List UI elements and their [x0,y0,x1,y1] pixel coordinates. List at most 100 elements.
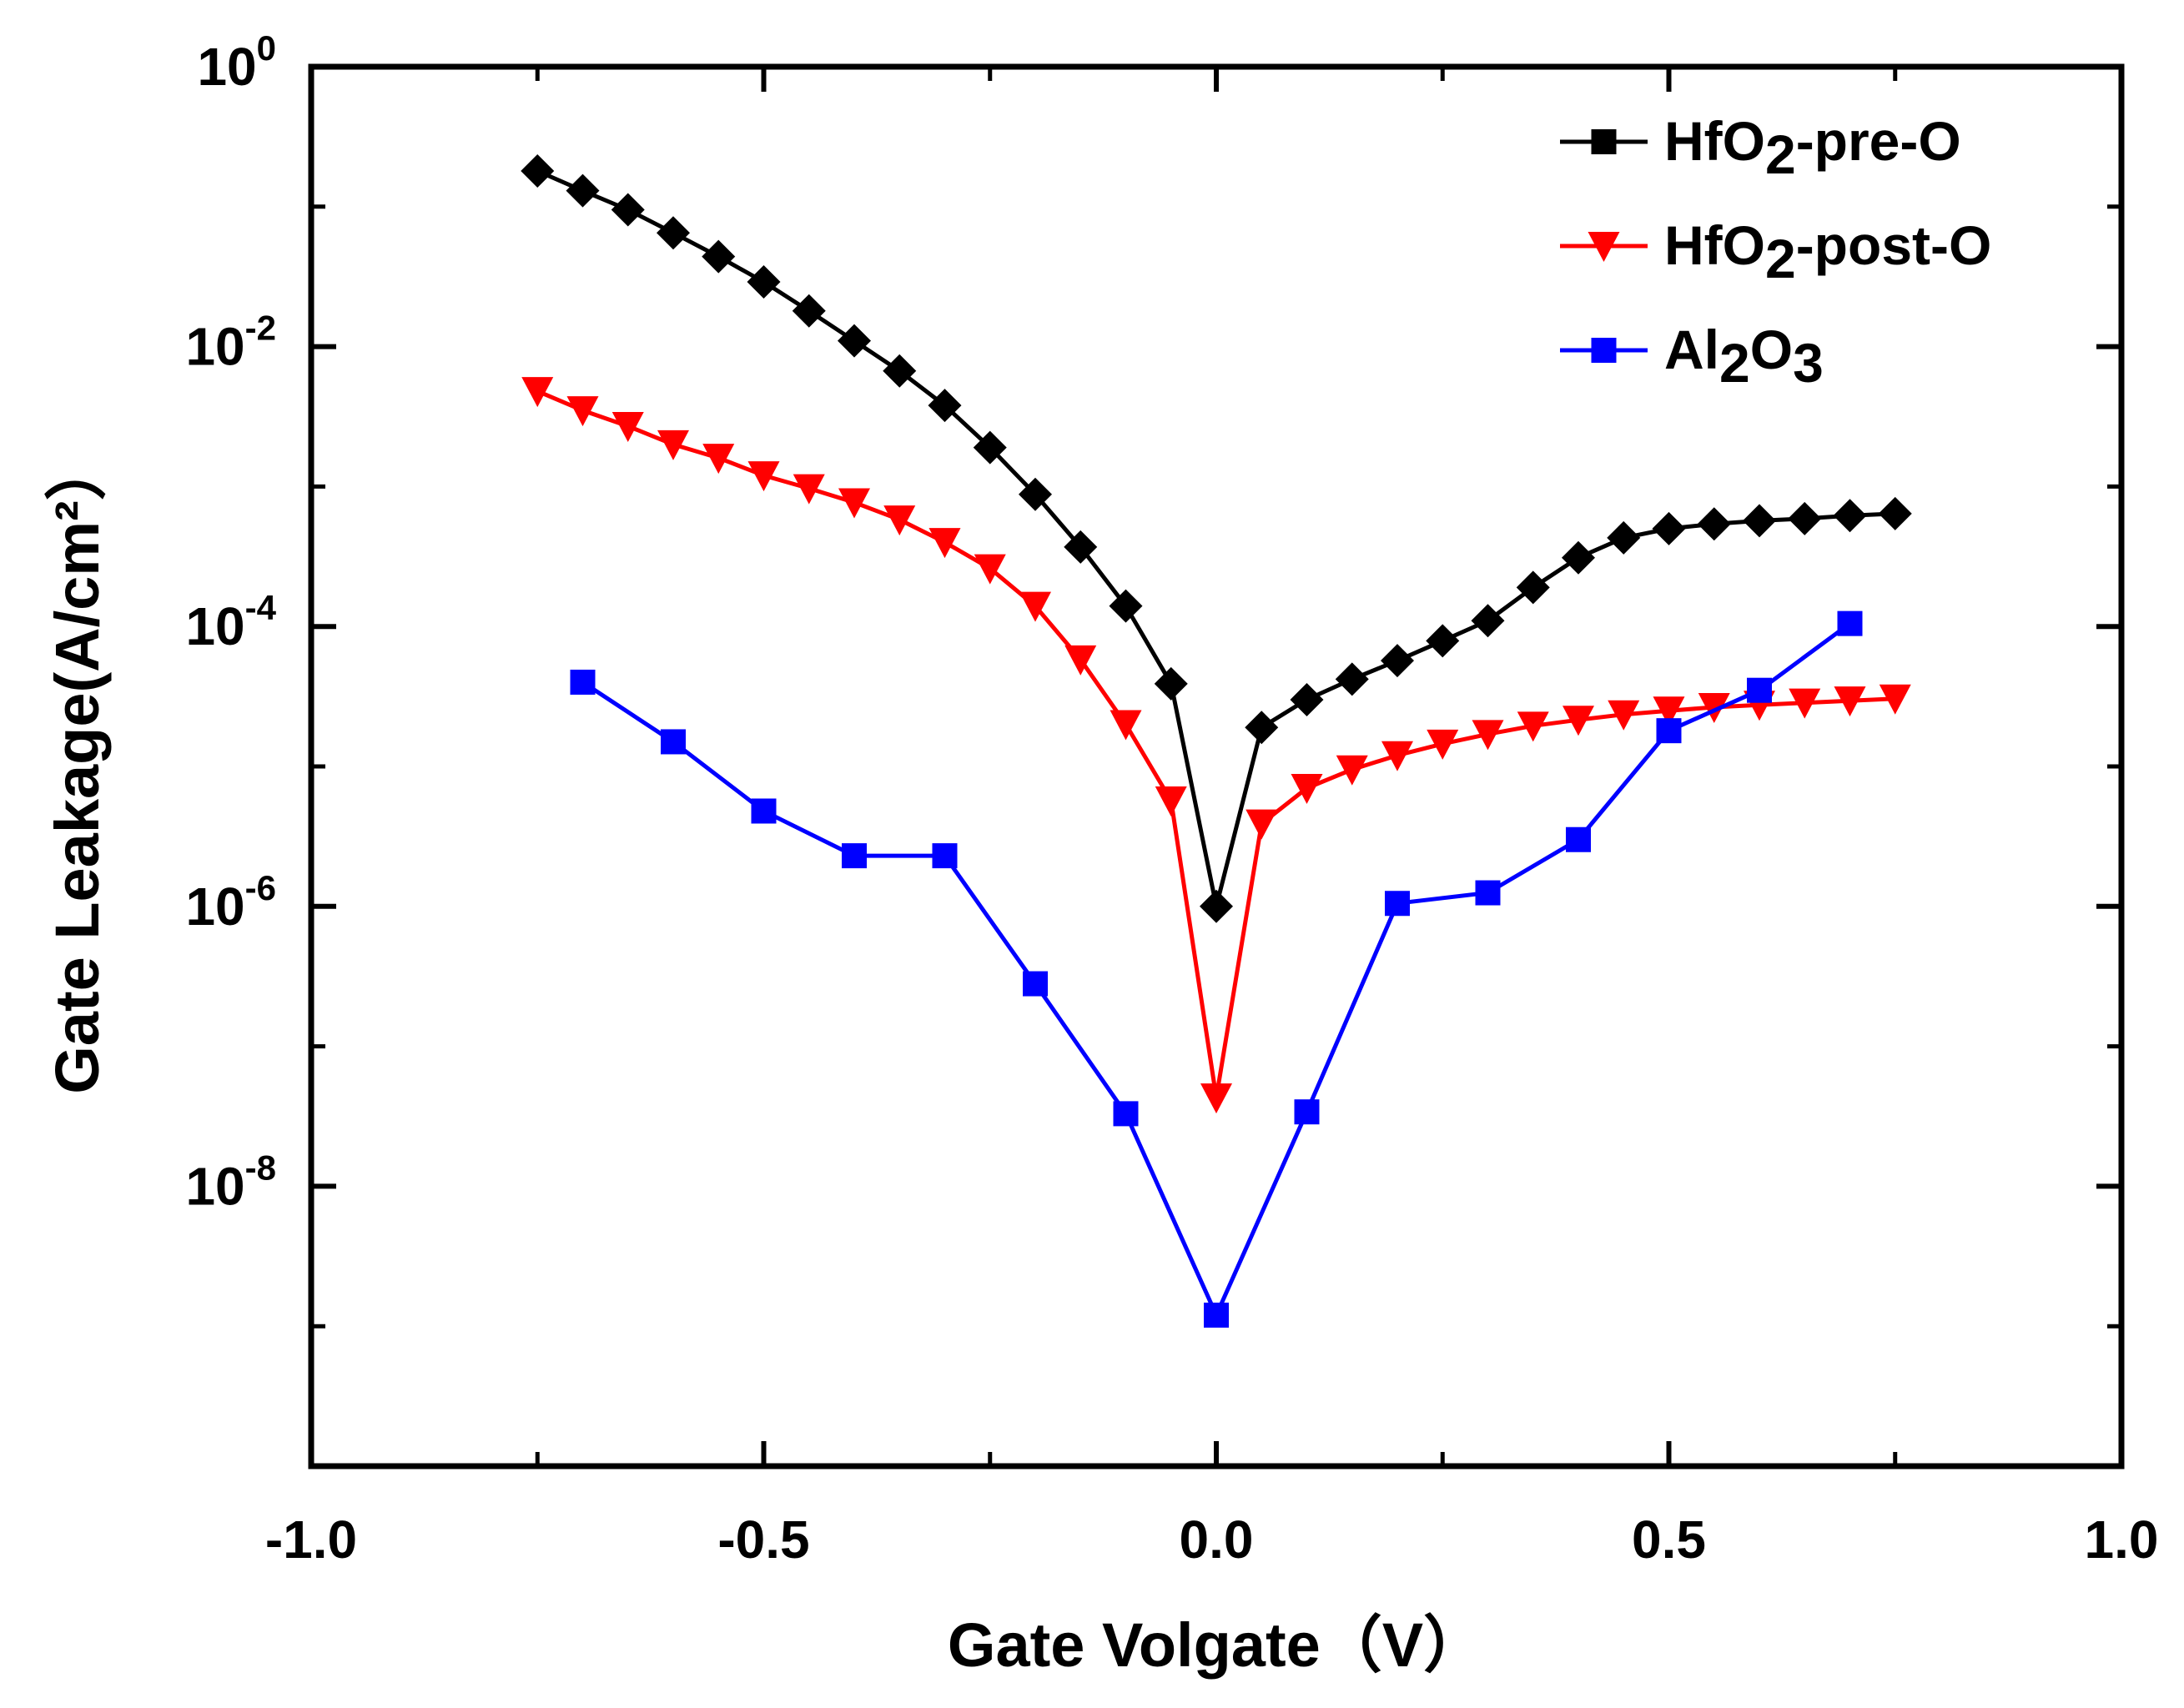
data-point [702,239,736,274]
x-tick-label: 1.0 [2085,1510,2159,1570]
axis-ticks [309,64,2124,1469]
data-point [1154,666,1188,701]
data-point [1385,891,1410,917]
data-point [928,389,962,423]
legend-label: HfO2-post-O [1664,214,1991,289]
data-point [1697,507,1731,541]
data-point [1698,692,1730,723]
data-point [1607,520,1641,555]
data-point [1653,696,1685,727]
data-point [974,554,1006,585]
data-point [932,843,958,869]
data-point [1290,682,1324,716]
data-point [1245,809,1278,840]
data-point [1471,604,1505,638]
data-point [1566,826,1591,852]
data-point [1113,1101,1139,1127]
data-point [566,396,599,427]
legend-marker [1591,129,1617,154]
data-point [1789,688,1821,719]
series-Al2O3 [570,610,1863,1328]
y-axis-title: Gate Leakage(A/cm²） [43,439,112,1094]
data-point [1335,662,1369,696]
data-point [1200,1083,1232,1114]
data-point [661,729,686,755]
data-point [1336,755,1368,786]
data-point [1475,880,1501,906]
legend-marker [1591,338,1617,363]
data-point [793,474,825,505]
x-tick-label: -1.0 [265,1510,357,1570]
data-point [521,153,555,188]
data-point [883,505,916,536]
series-line [536,389,1895,1100]
data-point [928,528,961,559]
data-point [611,193,645,227]
legend-entry: HfO2-pre-O [1560,110,1961,185]
data-point [1834,686,1866,717]
data-point [747,461,780,492]
data-point [1608,700,1640,731]
data-point [1294,1099,1320,1125]
data-point [1652,511,1686,545]
series-group [521,153,1912,1328]
x-tick-label: 0.5 [1632,1510,1706,1570]
legend-marker [1588,232,1620,262]
data-point [566,173,600,208]
data-point [1837,610,1863,636]
data-point [657,216,690,250]
data-point [1064,645,1097,676]
data-point [838,324,871,358]
legend-entry: HfO2-post-O [1560,214,1991,289]
tick-labels: -1.0 -0.5 0.0 0.5 1.0 100 10-2 10-4 10-6 10-8 [185,28,2158,1570]
data-point [1563,706,1594,736]
x-axis-title: Gate Volgate（V） [948,1610,1485,1680]
data-point [1204,1302,1229,1328]
data-point [1472,720,1504,751]
data-point [1878,496,1912,530]
data-point [1064,530,1098,564]
data-point [1019,477,1052,511]
data-point [1381,644,1414,678]
data-point [1023,971,1048,997]
data-point [1109,589,1143,623]
legend-label: HfO2-pre-O [1664,110,1961,185]
data-point [1155,786,1187,816]
y-tick-label: 100 [197,28,276,97]
legend-entry: Al2O3 [1560,319,1824,394]
data-point [838,488,870,519]
data-point [1200,889,1233,923]
data-point [842,843,867,869]
data-point [1516,570,1550,605]
legend-label: Al2O3 [1664,319,1824,394]
data-point [751,798,777,824]
data-point [1747,677,1772,703]
series-HfO2-pre-O [521,153,1912,923]
data-point [883,354,917,388]
data-point [792,294,826,328]
plot-area-frame [308,63,2125,1469]
series-HfO2-post-O [521,377,1911,1114]
data-point [1517,711,1549,742]
data-point [1381,741,1413,771]
y-tick-label: 10-6 [185,868,276,937]
data-point [1291,773,1323,804]
data-point [611,412,644,443]
data-point [1788,501,1822,535]
data-point [570,669,596,695]
y-tick-label: 10-8 [185,1148,276,1216]
data-point [702,444,735,475]
data-point [1833,499,1867,533]
x-tick-label: 0.0 [1180,1510,1254,1570]
data-point [747,265,781,299]
data-point [1743,504,1776,538]
data-point [521,377,554,408]
data-point [1562,540,1595,575]
y-tick-label: 10-2 [185,309,276,377]
y-tick-label: 10-4 [185,588,276,656]
legend: HfO2-pre-O HfO2-post-O Al2O3 [1560,110,1991,394]
x-tick-label: -0.5 [717,1510,809,1570]
data-point [657,430,689,460]
data-point [973,430,1007,465]
